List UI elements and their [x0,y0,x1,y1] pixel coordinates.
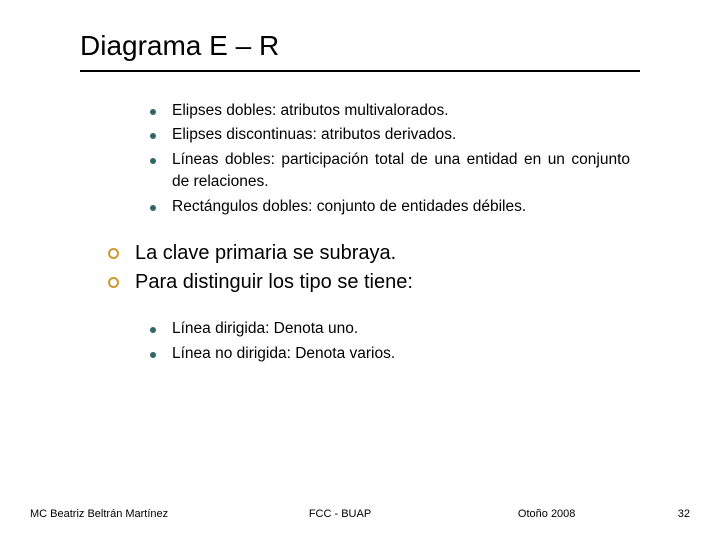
bullet-dot-icon [150,352,156,358]
list-item: Líneas dobles: participación total de un… [150,149,630,194]
footer: MC Beatriz Beltrán Martínez FCC - BUAP O… [30,508,690,520]
bullet-group-1: Elipses dobles: atributos multivalorados… [150,100,630,218]
footer-institution: FCC - BUAP [237,508,444,520]
bullet-text: Rectángulos dobles: conjunto de entidade… [172,196,630,218]
bullet-dot-icon [150,205,156,211]
ring-bullet-icon [108,277,119,288]
bullet-dot-icon [150,109,156,115]
list-item: Elipses discontinuas: atributos derivado… [150,124,630,146]
bullet-dot-icon [150,327,156,333]
bullet-text: Elipses discontinuas: atributos derivado… [172,124,630,146]
list-item: Línea no dirigida: Denota varios. [150,343,630,365]
footer-author: MC Beatriz Beltrán Martínez [30,508,237,520]
bullet-text: Líneas dobles: participación total de un… [172,149,630,194]
title-underline [80,70,640,72]
list-item: La clave primaria se subraya. [108,240,660,267]
footer-page-number: 32 [650,508,690,520]
bullet-text: Línea no dirigida: Denota varios. [172,343,395,365]
bullet-dot-icon [150,133,156,139]
list-item: Para distinguir los tipo se tiene: [108,269,660,296]
bullet-dot-icon [150,158,156,164]
list-item: Elipses dobles: atributos multivalorados… [150,100,630,122]
bullet-text: Elipses dobles: atributos multivalorados… [172,100,630,122]
page-title: Diagrama E – R [80,30,660,62]
ring-text: Para distinguir los tipo se tiene: [135,269,413,296]
list-item: Rectángulos dobles: conjunto de entidade… [150,196,630,218]
list-item: Línea dirigida: Denota uno. [150,318,630,340]
bullet-group-2: Línea dirigida: Denota uno. Línea no dir… [150,318,630,365]
ring-group: La clave primaria se subraya. Para disti… [108,240,660,296]
ring-bullet-icon [108,248,119,259]
ring-text: La clave primaria se subraya. [135,240,396,267]
slide: Diagrama E – R Elipses dobles: atributos… [0,0,720,540]
bullet-text: Línea dirigida: Denota uno. [172,318,358,340]
footer-term: Otoño 2008 [443,508,650,520]
